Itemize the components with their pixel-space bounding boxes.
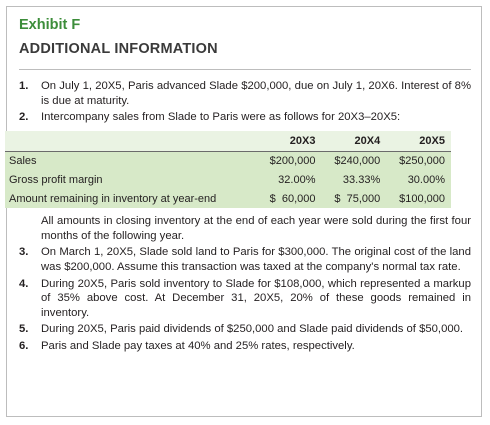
item-text: During 20X5, Paris paid dividends of $25… bbox=[41, 323, 464, 336]
table-row: Gross profit margin 32.00% 33.33% 30.00% bbox=[5, 170, 451, 190]
cell: 30.00% bbox=[386, 170, 451, 190]
section-title: ADDITIONAL INFORMATION bbox=[19, 41, 218, 57]
sales-table: 20X3 20X4 20X5 Sales $200,000 $240,000 $… bbox=[5, 130, 451, 209]
cell: $250,000 bbox=[386, 151, 451, 171]
list-item: 6. Paris and Slade pay taxes at 40% and 2… bbox=[19, 339, 471, 354]
item-text: Paris and Slade pay taxes at 40% and 25%… bbox=[41, 339, 355, 352]
info-list: 1. On July 1, 20X5, Paris advanced Slade … bbox=[5, 79, 471, 356]
table-note: All amounts in closing inventory at the … bbox=[41, 215, 471, 242]
item-number: 2. bbox=[19, 111, 29, 124]
item-number: 6. bbox=[19, 339, 29, 352]
cell: $ 60,000 bbox=[256, 189, 322, 209]
exhibit-box: Exhibit F ADDITIONAL INFORMATION 1. On Ju… bbox=[5, 6, 482, 417]
item-text: On July 1, 20X5, Paris advanced Slade $2… bbox=[41, 80, 471, 107]
cell: 32.00% bbox=[256, 170, 322, 190]
item-number: 3. bbox=[19, 246, 29, 259]
list-item: 1. On July 1, 20X5, Paris advanced Slade … bbox=[19, 79, 471, 108]
header-cell: 20X5 bbox=[386, 130, 451, 153]
item-text: On March 1, 20X5, Slade sold land to Par… bbox=[41, 246, 471, 273]
list-item: 2. Intercompany sales from Slade to Paris… bbox=[19, 110, 471, 125]
item-text: During 20X5, Paris sold inventory to Sla… bbox=[41, 277, 471, 319]
item-number: 5. bbox=[19, 323, 29, 336]
header-cell: 20X4 bbox=[321, 130, 387, 153]
table-row: Amount remaining in inventory at year-en… bbox=[5, 189, 451, 209]
row-label: Amount remaining in inventory at year-en… bbox=[5, 189, 257, 209]
cell: $ 75,000 bbox=[321, 189, 387, 209]
item-text: Intercompany sales from Slade to Paris w… bbox=[41, 111, 401, 124]
cell: $200,000 bbox=[256, 151, 322, 171]
item-number: 4. bbox=[19, 277, 29, 290]
header-row: 20X3 20X4 20X5 bbox=[5, 130, 451, 153]
list-item: 4. During 20X5, Paris sold inventory to S… bbox=[19, 277, 471, 321]
cell: 33.33% bbox=[321, 170, 387, 190]
list-item: 3. On March 1, 20X5, Slade sold land to P… bbox=[19, 245, 471, 274]
row-label: Sales bbox=[5, 151, 257, 171]
table-row: Sales $200,000 $240,000 $250,000 bbox=[5, 151, 451, 171]
header-cell: 20X3 bbox=[256, 130, 322, 153]
header-cell bbox=[5, 130, 257, 153]
cell: $100,000 bbox=[386, 189, 451, 209]
divider bbox=[19, 69, 471, 70]
cell: $240,000 bbox=[321, 151, 387, 171]
item-number: 1. bbox=[19, 80, 29, 92]
row-label: Gross profit margin bbox=[5, 170, 257, 190]
list-item: 5. During 20X5, Paris paid dividends of $… bbox=[19, 322, 471, 337]
exhibit-label: Exhibit F bbox=[19, 17, 81, 33]
